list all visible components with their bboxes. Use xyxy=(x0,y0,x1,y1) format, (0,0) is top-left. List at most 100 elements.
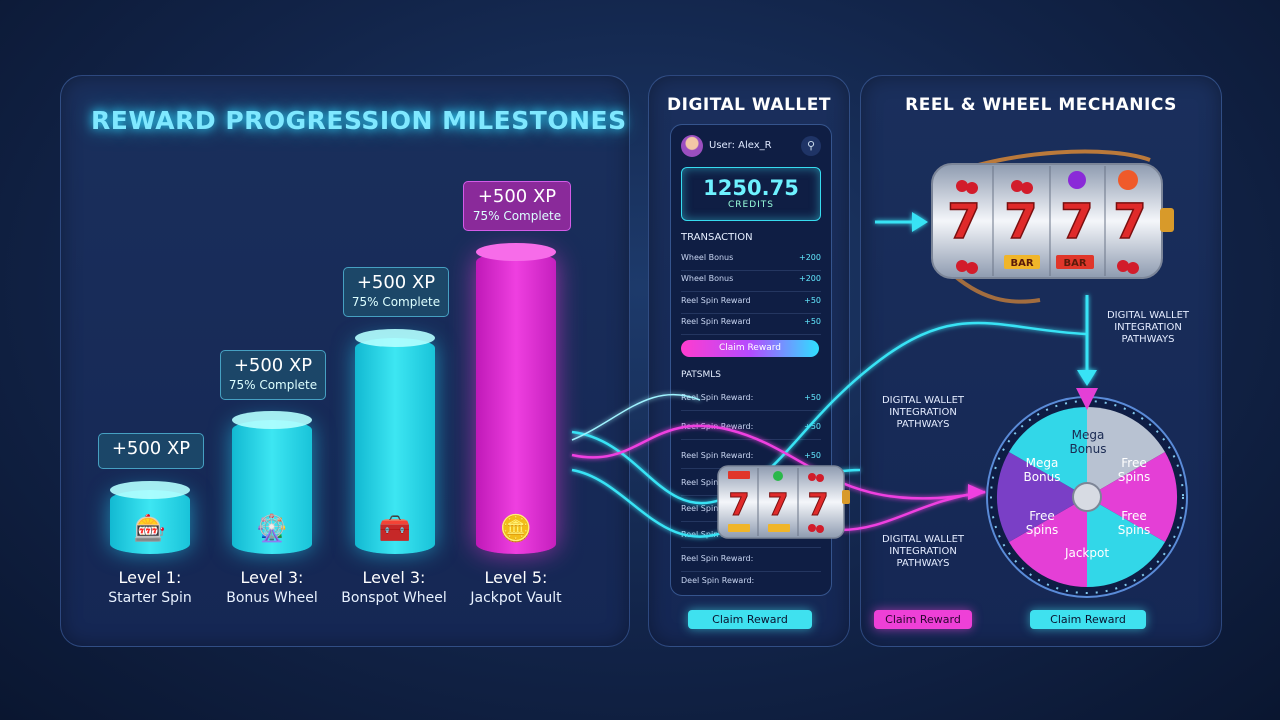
coin-stack-icon: 🪙 xyxy=(499,514,533,544)
wallet-title: DIGITAL WALLET xyxy=(667,95,831,115)
history-row[interactable]: Deel Spin Reward: xyxy=(681,572,821,593)
search-icon[interactable]: ⚲ xyxy=(801,136,821,156)
level-label-1: Level 1: Starter Spin xyxy=(90,568,210,606)
level-number: Level 3: xyxy=(362,568,426,587)
milestone-bar-1: 🎰 xyxy=(110,481,190,554)
wheel-segment-label: Free Spins xyxy=(1117,509,1151,537)
wallet-claim-button[interactable]: Claim Reward xyxy=(681,340,819,357)
mini-slot-reel: 7 7 7 xyxy=(717,465,850,539)
wheel-pointer-icon xyxy=(1076,388,1098,410)
milestone-bar-3: 🧰 xyxy=(355,329,435,554)
history-amount: +50 xyxy=(804,451,821,460)
mini-reel-symbol: 7 xyxy=(729,488,750,523)
balance-box: 1250.75 CREDITS xyxy=(681,167,821,221)
wheel-segment-label: Mega Bonus xyxy=(1069,428,1107,456)
transaction-amount: +200 xyxy=(799,253,821,262)
xp-badge-4: +500 XP 75% Complete xyxy=(463,181,571,231)
treasure-chest-icon: 🧰 xyxy=(378,514,412,544)
avatar[interactable] xyxy=(681,135,703,157)
xp-value: +500 XP xyxy=(477,186,557,207)
transaction-label: Reel Spin Reward xyxy=(681,296,751,305)
history-label: Deel Spin Reward: xyxy=(681,576,755,585)
history-row[interactable]: Reel Spin Reward: +50 xyxy=(681,389,821,411)
arrow-head-icon xyxy=(912,212,928,232)
transaction-label: Wheel Bonus xyxy=(681,274,734,283)
history-label: Reel Spin Reward: xyxy=(681,393,754,402)
mini-reel-symbol: 7 xyxy=(808,488,829,523)
section-header: PATSMLS xyxy=(681,370,722,380)
level-label-2: Level 3: Bonus Wheel xyxy=(212,568,332,606)
flow-line xyxy=(571,321,1087,505)
wheel-segment-label: Jackpot xyxy=(1064,546,1110,560)
xp-value: +500 XP xyxy=(111,438,191,459)
history-label: Reel Spin Reward: xyxy=(681,451,754,460)
xp-badge-3: +500 XP 75% Complete xyxy=(343,267,449,317)
transaction-row[interactable]: Reel Spin Reward +50 xyxy=(681,292,821,314)
level-number: Level 3: xyxy=(240,568,304,587)
reel-tag: BAR xyxy=(1010,258,1033,269)
cherry-icon xyxy=(956,170,1139,274)
transaction-row[interactable]: Wheel Bonus +200 xyxy=(681,249,821,271)
level-name: Jackpot Vault xyxy=(470,590,562,606)
wheel-segment-label: Free Spins xyxy=(1025,509,1059,537)
xp-badge-1: +500 XP xyxy=(98,433,204,469)
history-row[interactable]: Reel Spin Reward: xyxy=(681,550,821,572)
transaction-amount: +50 xyxy=(804,296,821,305)
transaction-label: Wheel Bonus xyxy=(681,253,734,262)
xp-badge-2: +500 XP 75% Complete xyxy=(220,350,326,400)
wheel-segment-label: Free Spins xyxy=(1117,456,1151,484)
flow-line xyxy=(571,393,701,441)
milestone-bar-4: 🪙 xyxy=(476,243,556,554)
wallet-claim-reward-button[interactable]: Claim Reward xyxy=(688,610,812,629)
level-name: Bonus Wheel xyxy=(226,590,318,606)
milestones-title: REWARD PROGRESSION MILESTONES xyxy=(91,106,627,135)
xp-value: +500 XP xyxy=(233,355,313,376)
transaction-amount: +200 xyxy=(799,274,821,283)
mechanics-claim-reward-button[interactable]: Claim Reward xyxy=(874,610,972,629)
arrow-head-icon xyxy=(968,484,986,500)
history-label: Reel Spin Reward: xyxy=(681,478,754,487)
reel-symbol: 7 xyxy=(1060,194,1093,250)
prize-wheel xyxy=(986,388,1188,598)
level-name: Bonspot Wheel xyxy=(341,590,447,606)
reel-symbol: 7 xyxy=(947,194,980,250)
mini-reel-symbol: 7 xyxy=(768,488,789,523)
progress-text: 75% Complete xyxy=(351,295,441,309)
history-label: Reel Spin Reward: xyxy=(681,554,754,563)
transaction-row[interactable]: Wheel Bonus +200 xyxy=(681,270,821,292)
history-label: Reel Spin Reward: xyxy=(681,504,754,513)
transaction-amount: +50 xyxy=(804,317,821,326)
level-number: Level 1: xyxy=(118,568,182,587)
user-name: User: Alex_R xyxy=(709,140,772,151)
milestone-bar-2: 🎡 xyxy=(232,411,312,554)
transaction-label: Reel Spin Reward xyxy=(681,317,751,326)
reel-symbol: 7 xyxy=(1004,194,1037,250)
progress-text: 75% Complete xyxy=(472,209,562,223)
balance-unit: CREDITS xyxy=(727,200,775,210)
history-amount: +50 xyxy=(804,422,821,431)
history-amount: +50 xyxy=(804,393,821,402)
wheel-segment-label: Mega Bonus xyxy=(1023,456,1061,484)
balance-value: 1250.75 xyxy=(703,176,799,200)
level-number: Level 5: xyxy=(484,568,548,587)
wheel-claim-reward-button[interactable]: Claim Reward xyxy=(1030,610,1146,629)
pathway-label: DIGITAL WALLET INTEGRATION PATHWAYS xyxy=(881,534,965,569)
level-name: Starter Spin xyxy=(108,590,192,606)
arrow-head-icon xyxy=(1077,370,1097,386)
flow-line xyxy=(571,424,986,500)
pathway-label: DIGITAL WALLET INTEGRATION PATHWAYS xyxy=(1106,310,1190,345)
flow-line xyxy=(839,490,986,532)
pathway-label: DIGITAL WALLET INTEGRATION PATHWAYS xyxy=(881,395,965,430)
transaction-row[interactable]: Reel Spin Reward +50 xyxy=(681,313,821,335)
level-label-3: Level 3: Bonspot Wheel xyxy=(334,568,454,606)
progress-text: 75% Complete xyxy=(228,378,318,392)
xp-value: +500 XP xyxy=(356,272,436,293)
level-label-4: Level 5: Jackpot Vault xyxy=(456,568,576,606)
transaction-header: TRANSACTION xyxy=(681,232,753,243)
mechanics-title: REEL & WHEEL MECHANICS xyxy=(905,95,1177,115)
reel-tag: BAR xyxy=(1063,258,1086,269)
slot-reel: 7 7 7 7 BAR BAR xyxy=(931,149,1174,304)
reel-symbol: 7 xyxy=(1113,194,1146,250)
wheel-icon: 🎡 xyxy=(255,514,289,544)
